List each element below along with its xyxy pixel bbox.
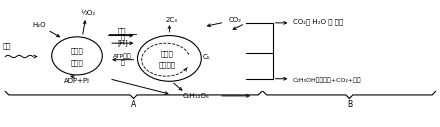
Text: 参加催化: 参加催化 xyxy=(159,61,176,68)
Text: ATP供氢: ATP供氢 xyxy=(113,54,132,59)
Text: H₂O: H₂O xyxy=(33,22,46,28)
Text: 供氢: 供氢 xyxy=(118,28,127,34)
Text: 2C₃: 2C₃ xyxy=(166,17,177,23)
Text: C₂H₅OH（酒精）+CO₂+能量: C₂H₅OH（酒精）+CO₂+能量 xyxy=(293,77,361,83)
Text: 叶绻体: 叶绻体 xyxy=(71,47,83,54)
Text: C₅: C₅ xyxy=(203,54,211,60)
Text: A: A xyxy=(131,100,136,109)
Text: CO₂: CO₂ xyxy=(229,17,242,23)
Text: C₆H₁₂O₆: C₆H₁₂O₆ xyxy=(183,93,209,99)
Text: 光能: 光能 xyxy=(2,42,11,49)
Text: 酶: 酶 xyxy=(120,34,125,40)
Text: [H]: [H] xyxy=(117,39,128,46)
Text: ½O₂: ½O₂ xyxy=(81,10,95,16)
Text: CO₂＋ H₂O ＋ 能量: CO₂＋ H₂O ＋ 能量 xyxy=(293,18,343,25)
Text: ADP+Pi: ADP+Pi xyxy=(64,78,90,84)
Text: 酶: 酶 xyxy=(121,60,124,66)
Text: 多种酶: 多种酶 xyxy=(161,50,173,57)
Text: B: B xyxy=(347,100,352,109)
Text: 中色素: 中色素 xyxy=(71,59,83,66)
